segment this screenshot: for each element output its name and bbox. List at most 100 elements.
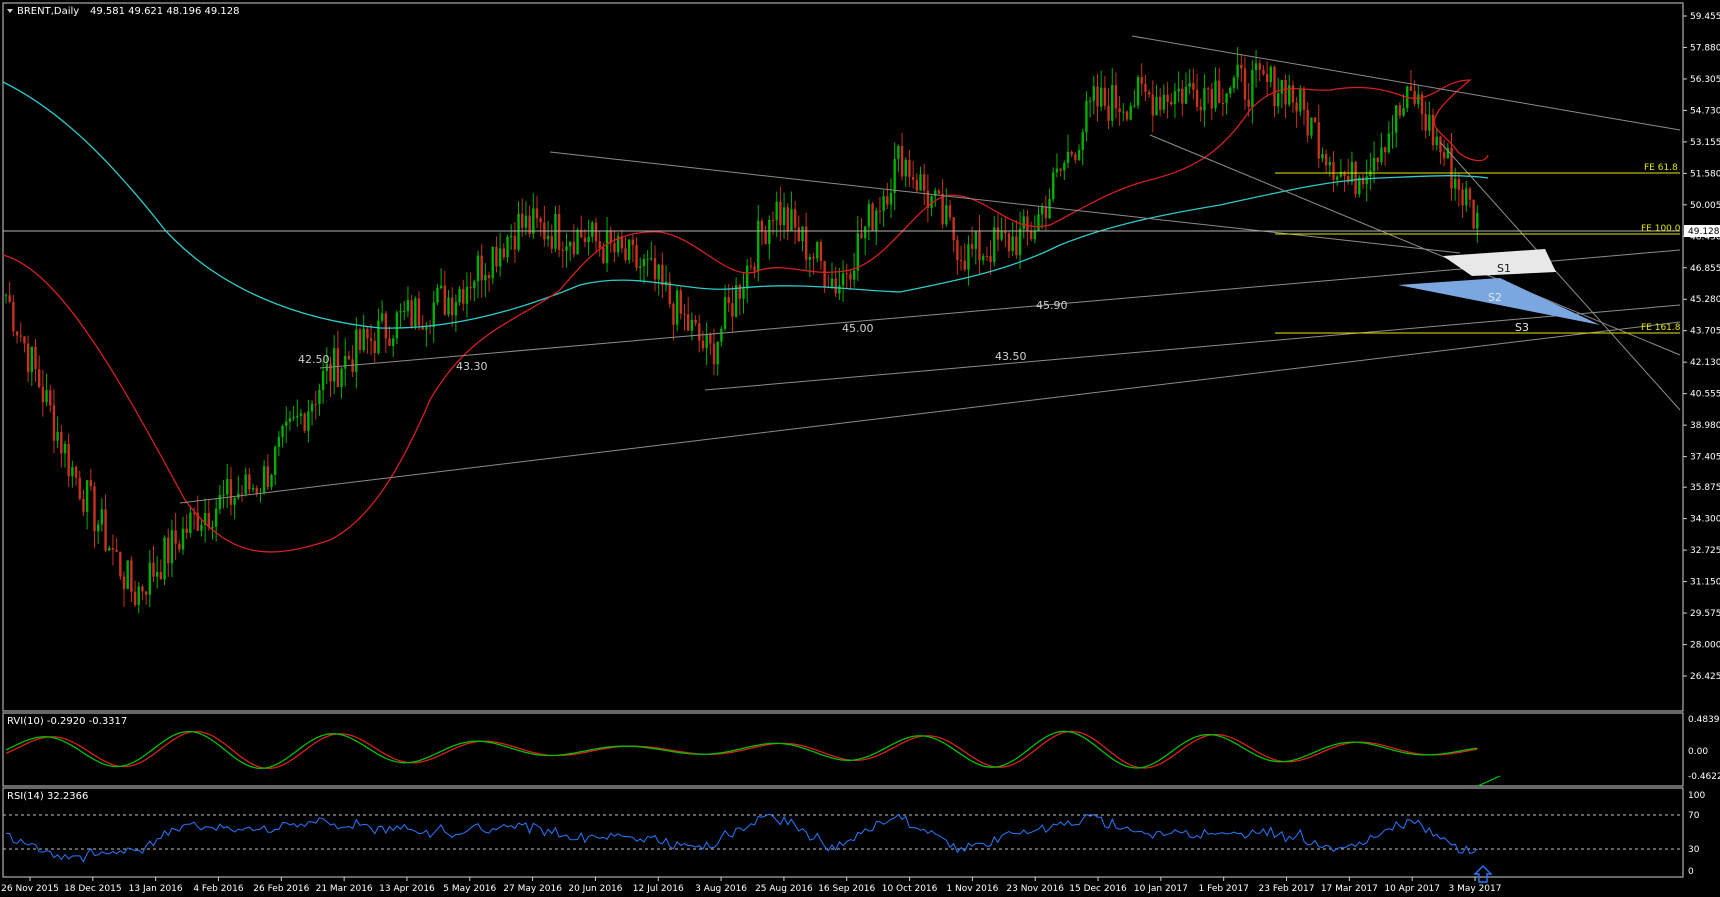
candle-body — [639, 266, 642, 268]
rvi-main-line — [5, 730, 1478, 770]
candle-body — [1413, 90, 1416, 104]
candle-series — [4, 47, 1479, 614]
candle-body — [768, 219, 771, 245]
candle-body — [229, 479, 233, 505]
candle-body — [1376, 157, 1379, 163]
candle-body — [985, 255, 989, 257]
date-axis: 26 Nov 2015 18 Dec 2015 13 Jan 2016 4 Feb 2… — [1, 877, 1501, 894]
candle-body — [244, 474, 247, 494]
rsi-axis-label: 0 — [1688, 867, 1694, 877]
candle-body — [764, 231, 767, 245]
candle-body — [698, 323, 701, 341]
date-tick-label: 23 Nov 2016 — [1006, 884, 1064, 894]
candle-body — [1059, 168, 1062, 171]
support-zone-s1 — [1443, 249, 1556, 276]
candle-body — [1446, 147, 1450, 159]
candle-body — [498, 248, 502, 267]
candle-body — [749, 265, 753, 267]
candle-body — [893, 158, 896, 193]
date-tick-label: 15 Dec 2016 — [1069, 884, 1127, 894]
candle-body — [624, 248, 627, 260]
candle-body — [1306, 109, 1309, 136]
candle-body — [226, 479, 229, 495]
candle-body — [915, 179, 919, 191]
candle-body — [1383, 147, 1387, 153]
candle-body — [801, 226, 804, 241]
candle-body — [155, 572, 159, 577]
candle-body — [399, 311, 402, 313]
candle-body — [557, 214, 561, 250]
candle-body — [82, 498, 85, 512]
candle-body — [1155, 96, 1158, 116]
candle-body — [1313, 117, 1317, 123]
fib-label: FE 161.8 — [1641, 323, 1681, 333]
candle-body — [292, 417, 295, 419]
candle-body — [1074, 154, 1077, 160]
candle-body — [587, 236, 590, 243]
candle-body — [318, 390, 321, 405]
symbol-menu-icon[interactable] — [7, 9, 13, 13]
candle-body — [299, 413, 303, 416]
candle-body — [653, 258, 657, 280]
candle-body — [115, 549, 118, 552]
candle-body — [1007, 233, 1011, 252]
candle-body — [661, 264, 664, 286]
candle-body — [823, 261, 826, 287]
candle-body — [377, 320, 380, 354]
candle-body — [981, 255, 985, 261]
candle-body — [509, 235, 513, 238]
candle-body — [753, 266, 756, 271]
candle-body — [1468, 188, 1472, 200]
candle-body — [1276, 93, 1280, 107]
date-tick-label: 25 Aug 2016 — [755, 884, 813, 894]
candle-body — [709, 333, 712, 344]
level-label: 42.50 — [298, 353, 330, 366]
candle-body — [251, 488, 255, 490]
candle-body — [720, 328, 723, 342]
price-tick-label: 34.300 — [1690, 515, 1720, 525]
candle-body — [849, 273, 852, 280]
candle-body — [1365, 176, 1368, 185]
ohlc-readout: 49.581 49.621 48.196 49.128 — [90, 6, 240, 17]
price-tick-label: 56.305 — [1690, 75, 1720, 85]
candle-body — [347, 355, 351, 360]
candle-body — [694, 319, 697, 324]
rvi-axis-label: -0.4622 — [1688, 772, 1720, 782]
candle-body — [1343, 171, 1346, 177]
candle-body — [85, 480, 89, 512]
candle-body — [1103, 87, 1107, 106]
candle-body — [141, 586, 144, 592]
candle-body — [1192, 82, 1195, 90]
candle-body — [130, 560, 133, 592]
candle-body — [974, 231, 978, 249]
date-tick-label: 4 Feb 2016 — [193, 884, 244, 894]
date-tick-label: 12 Jul 2016 — [633, 884, 684, 894]
candle-body — [159, 572, 163, 580]
candle-body — [395, 312, 399, 339]
candle-body — [45, 390, 48, 403]
price-tick-label: 54.730 — [1690, 106, 1720, 116]
candle-body — [366, 328, 369, 339]
candle-body — [1251, 70, 1254, 107]
candle-body — [469, 286, 472, 289]
candle-body — [572, 241, 576, 255]
candle-body — [705, 333, 708, 349]
level-label: 43.30 — [456, 360, 488, 373]
slow-moving-average — [2, 81, 1489, 329]
candle-body — [262, 466, 266, 494]
price-tick-label: 46.855 — [1690, 264, 1720, 274]
candle-body — [1177, 88, 1180, 92]
rsi-axis-label: 100 — [1688, 791, 1705, 801]
candle-body — [546, 235, 550, 240]
candle-body — [1195, 89, 1199, 107]
candle-body — [1081, 132, 1084, 151]
price-tick-label: 57.880 — [1690, 43, 1720, 53]
candle-body — [1221, 102, 1225, 104]
candle-body — [476, 255, 480, 282]
price-tick-label: 53.155 — [1690, 138, 1720, 148]
trendline-falling-a — [1149, 134, 1681, 356]
candle-body — [1450, 147, 1453, 189]
candle-body — [417, 298, 421, 326]
